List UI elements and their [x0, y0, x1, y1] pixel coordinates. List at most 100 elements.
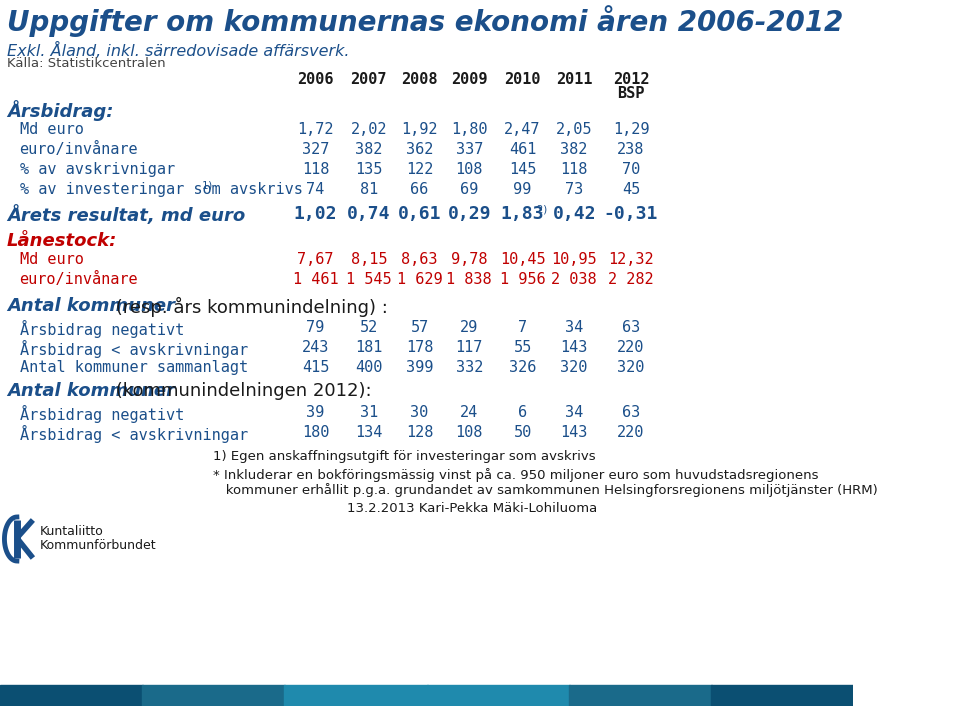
Text: 1,92: 1,92 — [401, 122, 438, 137]
Text: 50: 50 — [514, 425, 532, 440]
Text: 2010: 2010 — [504, 72, 540, 87]
Text: 2008: 2008 — [401, 72, 438, 87]
Text: 108: 108 — [456, 162, 483, 177]
Text: 145: 145 — [509, 162, 537, 177]
Text: 238: 238 — [617, 142, 645, 157]
Text: 1 545: 1 545 — [346, 272, 392, 287]
Text: 2): 2) — [536, 204, 548, 214]
Text: 399: 399 — [406, 360, 433, 375]
Text: (kommunindelningen 2012):: (kommunindelningen 2012): — [110, 382, 372, 400]
Text: 0,61: 0,61 — [397, 205, 442, 223]
Text: 10,95: 10,95 — [551, 252, 597, 267]
Text: euro/invånare: euro/invånare — [19, 142, 138, 157]
Text: Exkl. Åland, inkl. särredovisade affärsverk.: Exkl. Åland, inkl. särredovisade affärsv… — [7, 42, 349, 59]
Text: 2009: 2009 — [451, 72, 488, 87]
Text: 1,29: 1,29 — [612, 122, 649, 137]
Text: Årets resultat, md euro: Årets resultat, md euro — [7, 205, 246, 225]
Text: 45: 45 — [622, 182, 640, 197]
Text: 1,02: 1,02 — [294, 205, 337, 223]
Text: 327: 327 — [301, 142, 329, 157]
Text: 2007: 2007 — [350, 72, 387, 87]
Text: 70: 70 — [622, 162, 640, 177]
Text: 1 629: 1 629 — [396, 272, 443, 287]
Text: 2 282: 2 282 — [609, 272, 654, 287]
Text: 332: 332 — [456, 360, 483, 375]
Text: 337: 337 — [456, 142, 483, 157]
Text: 30: 30 — [410, 405, 428, 420]
Text: 320: 320 — [617, 360, 645, 375]
Text: 461: 461 — [509, 142, 537, 157]
Text: 122: 122 — [406, 162, 433, 177]
Text: 2,05: 2,05 — [556, 122, 592, 137]
Text: 143: 143 — [561, 425, 588, 440]
Text: 81: 81 — [360, 182, 378, 197]
Text: 8,15: 8,15 — [350, 252, 387, 267]
Bar — [142, 685, 285, 706]
Text: 117: 117 — [456, 340, 483, 355]
Text: % av avskrivnigar: % av avskrivnigar — [19, 162, 175, 177]
Text: Årsbidrag < avskrivningar: Årsbidrag < avskrivningar — [19, 340, 248, 358]
Text: Årsbidrag < avskrivningar: Årsbidrag < avskrivningar — [19, 425, 248, 443]
Text: Kommunförbundet: Kommunförbundet — [40, 539, 156, 552]
Text: Årsbidrag negativt: Årsbidrag negativt — [19, 320, 183, 338]
Text: 1 838: 1 838 — [446, 272, 492, 287]
Text: 220: 220 — [617, 340, 645, 355]
Text: Md euro: Md euro — [19, 122, 84, 137]
Text: 73: 73 — [565, 182, 584, 197]
Text: 10,45: 10,45 — [500, 252, 545, 267]
Text: 29: 29 — [460, 320, 478, 335]
Text: 7,67: 7,67 — [298, 252, 334, 267]
Text: 31: 31 — [360, 405, 378, 420]
Text: 118: 118 — [301, 162, 329, 177]
Text: 13.2.2013 Kari-Pekka Mäki-Lohiluoma: 13.2.2013 Kari-Pekka Mäki-Lohiluoma — [347, 502, 597, 515]
Text: Årsbidrag negativt: Årsbidrag negativt — [19, 405, 183, 423]
Text: 382: 382 — [561, 142, 588, 157]
Text: Antal kommuner: Antal kommuner — [7, 297, 175, 315]
Text: 1) Egen anskaffningsutgift för investeringar som avskrivs: 1) Egen anskaffningsutgift för investeri… — [213, 450, 596, 463]
Text: 1 461: 1 461 — [293, 272, 338, 287]
Text: 108: 108 — [456, 425, 483, 440]
Text: 1 956: 1 956 — [500, 272, 545, 287]
Text: 66: 66 — [410, 182, 428, 197]
Bar — [426, 685, 569, 706]
Text: 320: 320 — [561, 360, 588, 375]
Text: Lånestock:: Lånestock: — [7, 232, 117, 250]
Text: 69: 69 — [460, 182, 478, 197]
Text: 128: 128 — [406, 425, 433, 440]
Bar — [711, 685, 854, 706]
Text: 1,80: 1,80 — [451, 122, 488, 137]
Text: 99: 99 — [514, 182, 532, 197]
Text: 1,72: 1,72 — [298, 122, 334, 137]
Text: * Inkluderar en bokföringsmässig vinst på ca. 950 miljoner euro som huvudstadsre: * Inkluderar en bokföringsmässig vinst p… — [213, 468, 819, 482]
Text: 178: 178 — [406, 340, 433, 355]
Text: -0,31: -0,31 — [604, 205, 659, 223]
Text: 1): 1) — [202, 181, 214, 191]
Text: 382: 382 — [355, 142, 382, 157]
Text: BSP: BSP — [617, 86, 645, 101]
Text: % av investeringar som avskrivs: % av investeringar som avskrivs — [19, 182, 302, 197]
Bar — [0, 685, 143, 706]
Text: Antal kommuner: Antal kommuner — [7, 382, 175, 400]
Text: Md euro: Md euro — [19, 252, 84, 267]
Bar — [284, 685, 427, 706]
Text: Kuntaliitto: Kuntaliitto — [40, 525, 104, 538]
Text: 74: 74 — [306, 182, 324, 197]
Bar — [569, 685, 712, 706]
Text: 0,74: 0,74 — [348, 205, 391, 223]
Text: 0,42: 0,42 — [552, 205, 596, 223]
Text: 134: 134 — [355, 425, 382, 440]
Text: 180: 180 — [301, 425, 329, 440]
Text: 220: 220 — [617, 425, 645, 440]
Text: 118: 118 — [561, 162, 588, 177]
Text: 135: 135 — [355, 162, 382, 177]
Text: 34: 34 — [565, 405, 584, 420]
Text: 8,63: 8,63 — [401, 252, 438, 267]
Text: 2011: 2011 — [556, 72, 592, 87]
Text: 63: 63 — [622, 320, 640, 335]
Text: 326: 326 — [509, 360, 537, 375]
Text: 400: 400 — [355, 360, 382, 375]
Text: 34: 34 — [565, 320, 584, 335]
Text: 2 038: 2 038 — [551, 272, 597, 287]
Text: 79: 79 — [306, 320, 324, 335]
Text: 143: 143 — [561, 340, 588, 355]
